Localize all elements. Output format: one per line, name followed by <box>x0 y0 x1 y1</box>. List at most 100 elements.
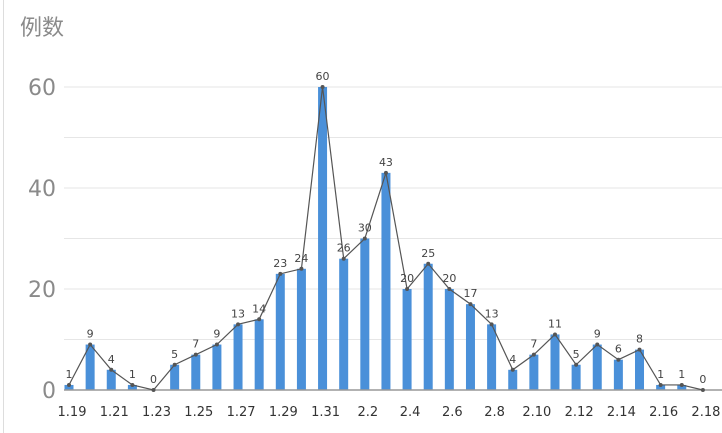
x-tick-label: 1.31 <box>311 405 340 420</box>
bar <box>296 268 306 390</box>
bar <box>318 87 328 390</box>
line-point <box>637 347 642 352</box>
data-label: 0 <box>699 373 706 386</box>
x-tick-label: 1.27 <box>227 405 256 420</box>
line-point <box>595 342 600 347</box>
y-tick-label: 60 <box>28 76 56 101</box>
data-label: 11 <box>548 317 562 330</box>
line-point <box>320 85 325 89</box>
y-tick-label: 20 <box>28 278 56 303</box>
line-point <box>151 388 156 392</box>
x-tick-label: 2.12 <box>565 405 594 420</box>
line-point <box>67 382 71 387</box>
bar <box>613 359 623 390</box>
bar <box>170 364 180 390</box>
data-label: 1 <box>66 368 73 381</box>
data-label: 13 <box>485 307 499 320</box>
data-label: 17 <box>463 287 477 300</box>
x-tick-label: 2.10 <box>522 405 551 420</box>
data-label: 9 <box>87 328 94 341</box>
data-label: 25 <box>421 247 435 260</box>
line-point <box>257 317 262 322</box>
line-point <box>531 352 536 357</box>
x-tick-label: 2.14 <box>607 405 636 420</box>
x-tick-label: 2.6 <box>442 405 463 420</box>
line-point <box>130 382 135 387</box>
bar <box>381 172 391 390</box>
x-tick-label: 2.2 <box>357 405 378 420</box>
y-tick-label: 40 <box>28 177 56 202</box>
line-point <box>447 287 452 291</box>
line-point <box>299 266 304 271</box>
bar <box>339 258 349 390</box>
line-point <box>383 170 388 175</box>
bar <box>64 384 74 390</box>
bar <box>465 304 475 390</box>
data-label: 30 <box>358 222 372 235</box>
data-label: 6 <box>615 343 622 356</box>
bar <box>212 344 222 390</box>
line-point <box>172 362 177 367</box>
data-label: 5 <box>171 348 178 361</box>
data-label: 4 <box>509 353 516 366</box>
data-label: 26 <box>337 242 351 255</box>
data-label: 8 <box>636 333 643 346</box>
data-label: 20 <box>442 272 456 285</box>
line-point <box>700 388 705 392</box>
bar <box>360 238 370 390</box>
line-point <box>362 236 367 241</box>
data-label: 9 <box>594 328 601 341</box>
bar <box>656 384 666 390</box>
bar <box>191 354 201 390</box>
line-point <box>426 261 431 266</box>
x-tick-label: 2.4 <box>400 405 421 420</box>
data-label: 5 <box>573 348 580 361</box>
bar <box>635 349 645 390</box>
bar <box>233 324 243 390</box>
x-tick-label: 1.23 <box>142 405 171 420</box>
x-tick-label: 2.18 <box>691 405 720 420</box>
bar <box>677 384 687 390</box>
line-point <box>88 342 93 347</box>
x-tick-label: 1.29 <box>269 405 298 420</box>
x-tick-label: 1.25 <box>184 405 213 420</box>
data-label: 60 <box>316 70 330 83</box>
data-label: 9 <box>213 328 220 341</box>
bar <box>508 369 518 390</box>
bar <box>444 289 454 390</box>
data-label: 1 <box>678 368 685 381</box>
data-label: 13 <box>231 307 245 320</box>
data-label: 1 <box>657 368 664 381</box>
data-label: 23 <box>273 257 287 270</box>
line-point <box>109 367 114 372</box>
line-point <box>510 367 515 372</box>
y-axis-title: 例数 <box>20 16 65 41</box>
line-point <box>658 382 663 387</box>
bar <box>254 319 264 390</box>
data-label: 1 <box>129 368 136 381</box>
line-point <box>679 382 684 387</box>
bar <box>85 344 95 390</box>
data-label: 14 <box>252 302 266 315</box>
line-point <box>574 362 579 367</box>
bar <box>423 263 433 390</box>
bar <box>275 273 285 390</box>
bar <box>402 289 412 390</box>
x-tick-label: 2.16 <box>649 405 678 420</box>
bar <box>127 384 137 390</box>
line-point <box>552 332 557 337</box>
line-point <box>193 352 198 357</box>
data-label: 24 <box>294 252 308 265</box>
bar <box>592 344 602 390</box>
data-label: 20 <box>400 272 414 285</box>
line-point <box>278 271 283 276</box>
data-label: 7 <box>192 338 199 351</box>
data-label: 4 <box>108 353 115 366</box>
line-point <box>214 342 219 347</box>
y-tick-label: 0 <box>42 379 56 404</box>
line-point <box>341 256 346 261</box>
x-tick-label: 2.8 <box>484 405 505 420</box>
line-point <box>236 322 241 327</box>
line-point <box>468 302 473 307</box>
